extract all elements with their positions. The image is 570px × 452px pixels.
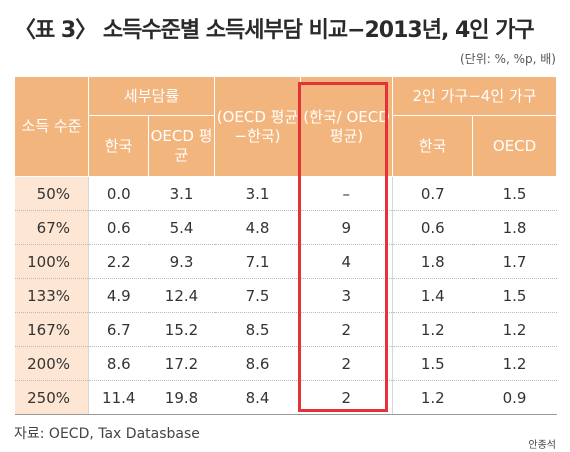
cell-ratio: 2 — [300, 312, 393, 347]
cell-korea-hh: 1.2 — [392, 380, 473, 415]
cell-diff: 8.5 — [214, 312, 301, 347]
cell-oecd-hh: 0.9 — [472, 380, 557, 415]
source-note: 자료: OECD, Tax Datasbase — [14, 426, 200, 442]
cell-income-level: 167% — [14, 312, 89, 347]
comparison-table: 소득 수준 세부담률 (OECD 평균−한국) (한국/ OECD 평균) 2인… — [14, 76, 558, 415]
cell-diff: 8.4 — [214, 380, 301, 415]
cell-oecd-rate: 19.8 — [148, 380, 215, 415]
header-diff: (OECD 평균−한국) — [214, 76, 302, 177]
cell-diff: 3.1 — [214, 176, 301, 211]
cell-korea-hh: 0.7 — [392, 176, 473, 211]
cell-oecd-rate: 5.4 — [148, 210, 215, 245]
cell-oecd-hh: 1.5 — [472, 176, 557, 211]
credit-label: 안종석 — [528, 440, 556, 451]
cell-diff: 7.1 — [214, 244, 301, 279]
header-tax-burden: 세부담률 — [87, 76, 216, 116]
header-oecd: OECD — [472, 115, 558, 177]
cell-oecd-hh: 1.8 — [472, 210, 557, 245]
cell-oecd-rate: 3.1 — [148, 176, 215, 211]
cell-income-level: 50% — [14, 176, 89, 211]
table-body: 50% 0.0 3.1 3.1–0.7 1.5 67% 0.6 5.4 4.8 9 0.6 1.8 10… — [14, 176, 557, 415]
cell-korea-hh: 1.4 — [392, 278, 473, 313]
cell-ratio: – — [300, 176, 393, 211]
cell-korea-hh: 1.5 — [392, 346, 473, 381]
cell-oecd-hh: 1.7 — [472, 244, 557, 279]
cell-korea-rate: 0.6 — [88, 210, 149, 245]
header-two-vs-four: 2인 가구−4인 가구 — [392, 76, 558, 116]
cell-diff: 8.6 — [214, 346, 301, 381]
cell-korea-rate: 4.9 — [88, 278, 149, 313]
cell-oecd-rate: 15.2 — [148, 312, 215, 347]
cell-ratio: 9 — [300, 210, 393, 245]
table-row: 167% 6.7 15.2 8.5 2 1.2 1.2 — [14, 312, 557, 347]
cell-oecd-rate: 12.4 — [148, 278, 215, 313]
cell-korea-hh: 0.6 — [392, 210, 473, 245]
cell-korea-hh: 1.8 — [392, 244, 473, 279]
table-row: 100% 2.2 9.3 7.1 4 1.8 1.7 — [14, 244, 557, 279]
cell-oecd-hh: 1.2 — [472, 346, 557, 381]
cell-diff: 7.5 — [214, 278, 301, 313]
header-income-level: 소득 수준 — [14, 76, 89, 177]
table-row: 200% 8.6 17.2 8.6 2 1.5 1.2 — [14, 346, 557, 381]
table-row: 67% 0.6 5.4 4.8 9 0.6 1.8 — [14, 210, 557, 245]
cell-ratio: 3 — [300, 278, 393, 313]
cell-ratio: 4 — [300, 244, 393, 279]
cell-oecd-hh: 1.2 — [472, 312, 557, 347]
table-row: 50% 0.0 3.1 3.1–0.7 1.5 — [14, 176, 557, 211]
table-row: 250% 11.4 19.8 8.4 2 1.2 0.9 — [14, 380, 557, 415]
cell-oecd-rate: 17.2 — [148, 346, 215, 381]
cell-income-level: 200% — [14, 346, 89, 381]
cell-oecd-hh: 1.5 — [472, 278, 557, 313]
cell-income-level: 100% — [14, 244, 89, 279]
cell-korea-hh: 1.2 — [392, 312, 473, 347]
cell-ratio: 2 — [300, 380, 393, 415]
cell-income-level: 133% — [14, 278, 89, 313]
cell-income-level: 67% — [14, 210, 89, 245]
cell-diff: 4.8 — [214, 210, 301, 245]
cell-income-level: 250% — [14, 380, 89, 415]
cell-korea-rate: 11.4 — [88, 380, 149, 415]
cell-korea-rate: 0.0 — [88, 176, 149, 211]
header-korea-2: 한국 — [392, 115, 474, 177]
header-ratio: (한국/ OECD 평균) — [300, 76, 394, 177]
unit-note: (단위: %, %p, 배) — [459, 52, 556, 66]
table-title: 〈표 3〉 소득수준별 소득세부담 비교−2013년, 4인 가구 — [14, 18, 535, 43]
table-row: 133% 4.9 12.4 7.5 3 1.4 1.5 — [14, 278, 557, 313]
cell-korea-rate: 8.6 — [88, 346, 149, 381]
cell-oecd-rate: 9.3 — [148, 244, 215, 279]
cell-korea-rate: 2.2 — [88, 244, 149, 279]
cell-ratio: 2 — [300, 346, 393, 381]
header-oecd-avg: OECD 평균 — [147, 115, 216, 177]
cell-korea-rate: 6.7 — [88, 312, 149, 347]
header-korea: 한국 — [88, 115, 149, 177]
